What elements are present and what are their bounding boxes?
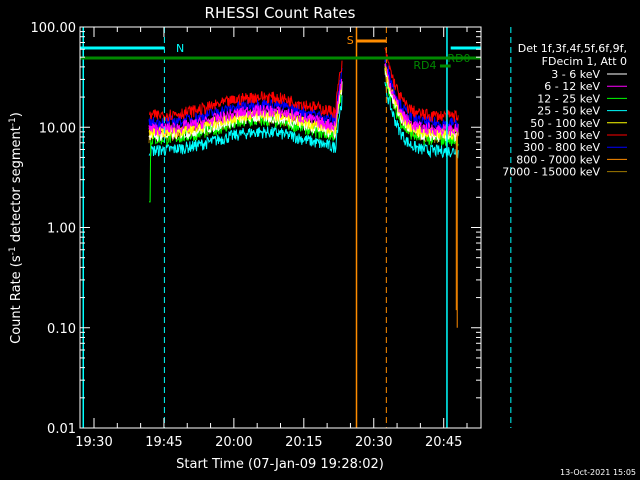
legend-label: 50 - 100 keV [530, 117, 600, 130]
legend-label: 300 - 800 keV [523, 141, 600, 154]
chart-title: RHESSI Count Rates [205, 4, 356, 22]
legend-label: 25 - 50 keV [537, 105, 600, 118]
y-axis-label-main: Count Rate (s [9, 255, 24, 344]
legend-label: 3 - 6 keV [551, 68, 600, 81]
saa-label: S [347, 34, 354, 47]
y-tick-label: 0.01 [47, 422, 76, 437]
x-tick-label: 19:45 [145, 435, 182, 450]
y-axis-label-sup2: -1 [8, 117, 18, 126]
legend-label: 100 - 300 keV [523, 129, 600, 142]
x-axis: 19:30 19:45 20:00 20:15 20:30 20:45 [75, 27, 468, 450]
legend-header-line1: Det 1f,3f,4f,5f,6f,9f, [518, 42, 627, 55]
series-line-1-segment-1 [148, 78, 343, 137]
legend: Det 1f,3f,4f,5f,6f,9f, FDecim 1, Att 0 3… [502, 42, 627, 179]
y-axis-label-mid: detector segment [9, 126, 24, 246]
legend-label: 800 - 7000 keV [516, 153, 600, 166]
y-tick-label: 10.00 [39, 121, 76, 136]
series-line-3-segment-2 [384, 81, 459, 159]
y-axis-label-end: ) [9, 112, 24, 117]
series-line-1-segment-2 [384, 63, 459, 137]
series-line-5-segment-2 [384, 47, 459, 123]
rd0-label: RD0 [447, 52, 470, 65]
series-line-6-segment-2 [384, 57, 459, 130]
x-tick-label: 20:45 [425, 435, 462, 450]
y-tick-label: 0.10 [47, 322, 76, 337]
series-line-4-segment-2 [384, 63, 459, 141]
legend-label: 12 - 25 keV [537, 92, 600, 105]
rd4-label: RD4 [413, 59, 436, 72]
legend-header-line2: FDecim 1, Att 0 [542, 55, 627, 68]
series-line-4-segment-1 [148, 84, 343, 139]
y-axis-label-sup1: -1 [8, 246, 18, 255]
series-line-5-segment-1 [149, 60, 343, 122]
y-axis-label: Count Rate (s-1 detector segment-1) [8, 112, 24, 344]
y-tick-label: 1.00 [47, 222, 76, 237]
legend-label: 6 - 12 keV [544, 80, 600, 93]
x-tick-label: 20:15 [285, 435, 322, 450]
timestamp: 13-Oct-2021 15:05 [560, 468, 636, 477]
night-label: N [176, 42, 184, 55]
x-tick-label: 19:30 [75, 435, 112, 450]
y-axis: 100.00 10.00 1.00 0.10 0.01 [31, 21, 481, 437]
y-tick-label: 100.00 [31, 21, 77, 36]
series-line-3-segment-1 [148, 95, 343, 157]
x-tick-label: 20:00 [215, 435, 252, 450]
x-axis-label: Start Time (07-Jan-09 19:28:02) [176, 457, 384, 472]
annotation-layer: N S RD4 RD0 [80, 27, 512, 428]
data-layer [148, 47, 459, 328]
x-tick-label: 20:30 [355, 435, 392, 450]
legend-label: 7000 - 15000 keV [502, 166, 600, 179]
